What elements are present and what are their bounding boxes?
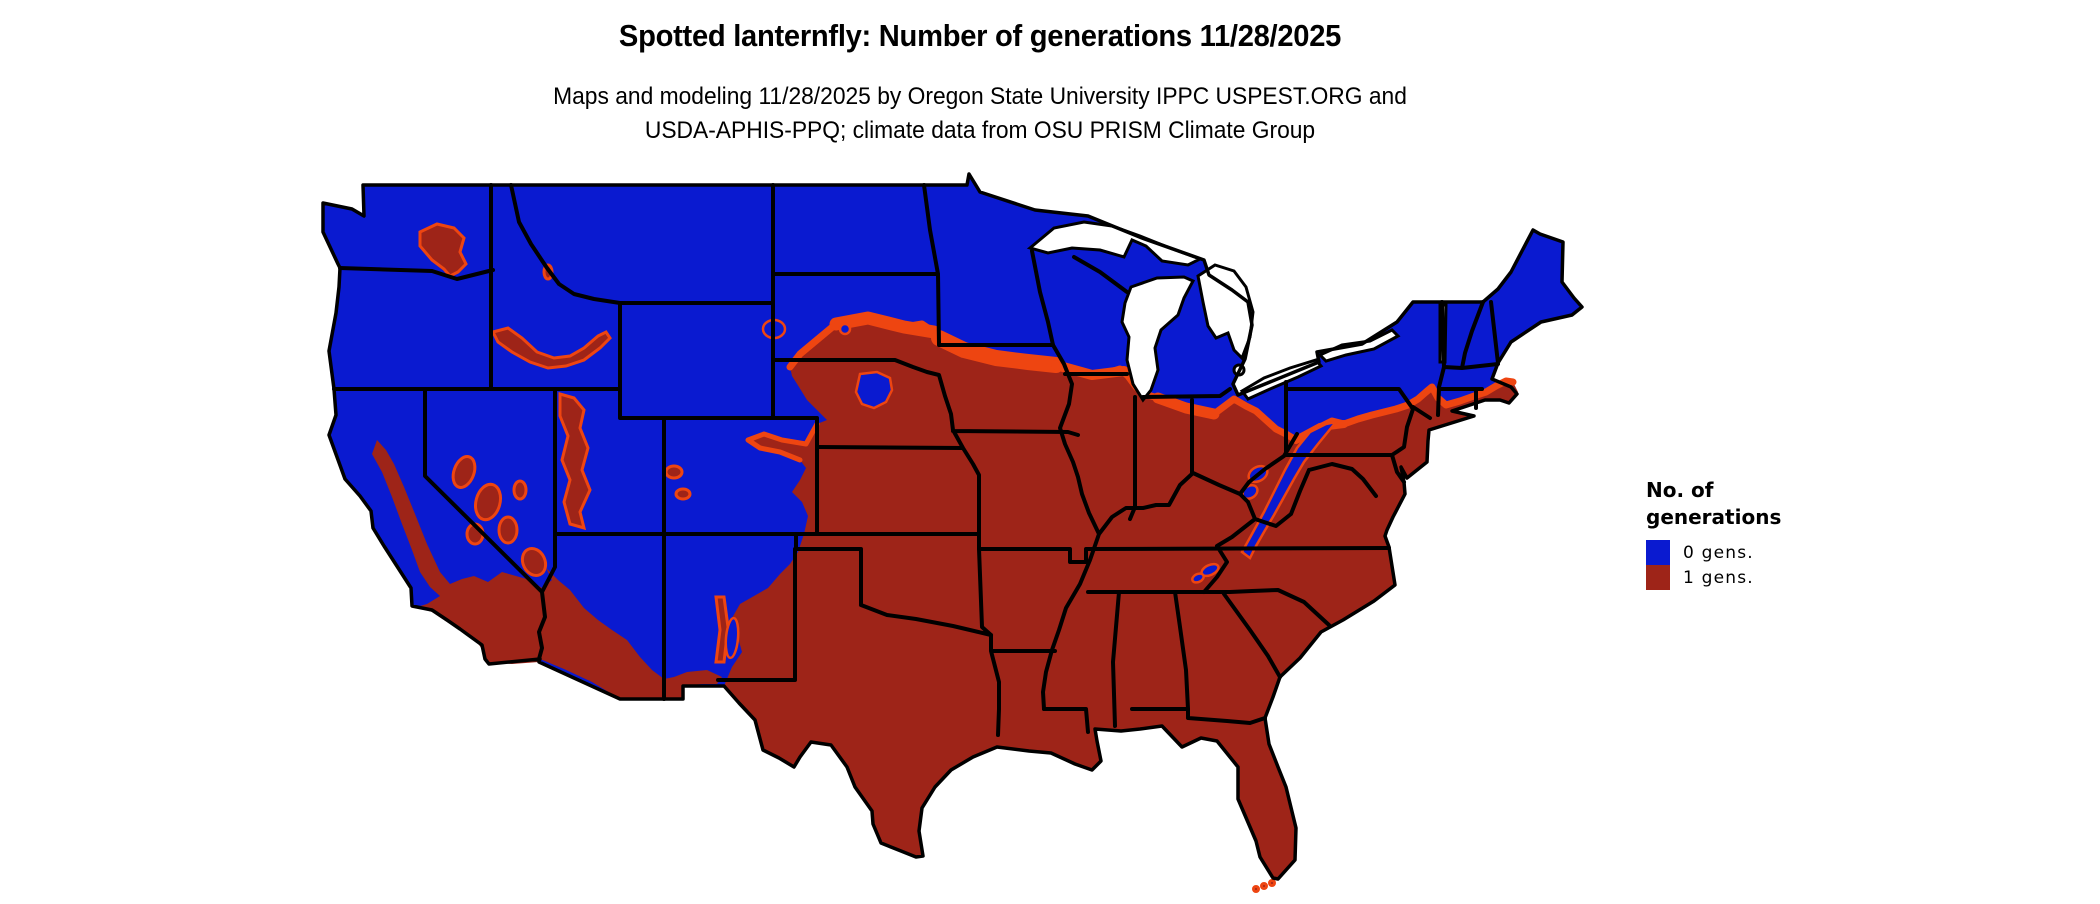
legend-title: No. of generations bbox=[1646, 477, 1781, 531]
legend-title-line-2: generations bbox=[1646, 505, 1782, 529]
page-subtitle: Maps and modeling 11/28/2025 by Oregon S… bbox=[49, 80, 1911, 148]
columbia-basin-patch bbox=[418, 222, 468, 278]
legend-title-line-1: No. of bbox=[1646, 478, 1714, 502]
guadalupe-mountains-island bbox=[724, 616, 740, 660]
transition-front-range-lobe bbox=[745, 421, 820, 463]
transition-band-indiana-ohio bbox=[1152, 392, 1220, 420]
legend-label-1-gens: 1 gens. bbox=[1683, 567, 1754, 588]
transition-band-dakotas bbox=[829, 311, 941, 339]
nevada-basin-patch bbox=[474, 482, 502, 522]
state-borders-rivers bbox=[1030, 249, 1299, 711]
subtitle-line-1: Maps and modeling 11/28/2025 by Oregon S… bbox=[553, 83, 1407, 110]
legend-items: 0 gens. 1 gens. bbox=[1646, 540, 1781, 590]
conus-outline bbox=[321, 172, 1584, 881]
smoky-mountains-island bbox=[1191, 572, 1205, 584]
south-dakota-island bbox=[838, 322, 852, 336]
west-colorado-valley-patch bbox=[674, 487, 692, 501]
west-utah-patch bbox=[558, 392, 592, 531]
us-map-svg bbox=[321, 172, 1584, 893]
state-borders bbox=[332, 183, 1500, 737]
legend-swatch-0-gens-fill bbox=[1646, 540, 1670, 565]
legend-swatch-0-gens bbox=[1646, 540, 1670, 565]
las-vegas-valley-patch bbox=[520, 546, 548, 578]
nebraska-sandhills-island bbox=[854, 370, 894, 410]
legend-item-0-gens: 0 gens. bbox=[1646, 540, 1781, 565]
lake-superior bbox=[1026, 220, 1204, 267]
legend-swatch-1-gens-fill bbox=[1646, 565, 1670, 590]
lake-huron bbox=[1196, 263, 1255, 361]
page-title: Spotted lanternfly: Number of generation… bbox=[618, 18, 1342, 53]
nevada-basin-patch bbox=[512, 479, 528, 501]
legend-item-1-gens: 1 gens. bbox=[1646, 565, 1781, 590]
florida-keys-dot bbox=[1268, 879, 1276, 887]
one-gen-east-south-mass bbox=[724, 318, 1518, 879]
state-borders-south bbox=[1086, 462, 1391, 728]
nevada-basin-patch bbox=[497, 515, 519, 545]
snake-river-plain-patch bbox=[490, 326, 612, 370]
state-borders-northeast bbox=[1411, 300, 1500, 420]
legend-swatch-1-gens bbox=[1646, 565, 1670, 590]
legend-label-0-gens: 0 gens. bbox=[1683, 542, 1754, 563]
legend: No. of generations 0 gens. 1 gens. bbox=[1646, 477, 1781, 590]
state-borders-midwest bbox=[1063, 255, 1415, 521]
florida-keys-dot bbox=[1252, 885, 1260, 893]
florida-keys-dot bbox=[1260, 882, 1268, 890]
west-colorado-valley-patch bbox=[664, 464, 684, 480]
us-generations-map bbox=[312, 172, 1592, 899]
state-borders-west bbox=[332, 183, 981, 701]
state-borders-plains bbox=[716, 183, 1092, 737]
nevada-basin-patch bbox=[451, 455, 477, 489]
subtitle-line-2: USDA-APHIS-PPQ; climate data from OSU PR… bbox=[644, 117, 1316, 144]
lake-michigan bbox=[1120, 275, 1196, 403]
one-gen-southwest-desert-belt bbox=[372, 440, 722, 699]
